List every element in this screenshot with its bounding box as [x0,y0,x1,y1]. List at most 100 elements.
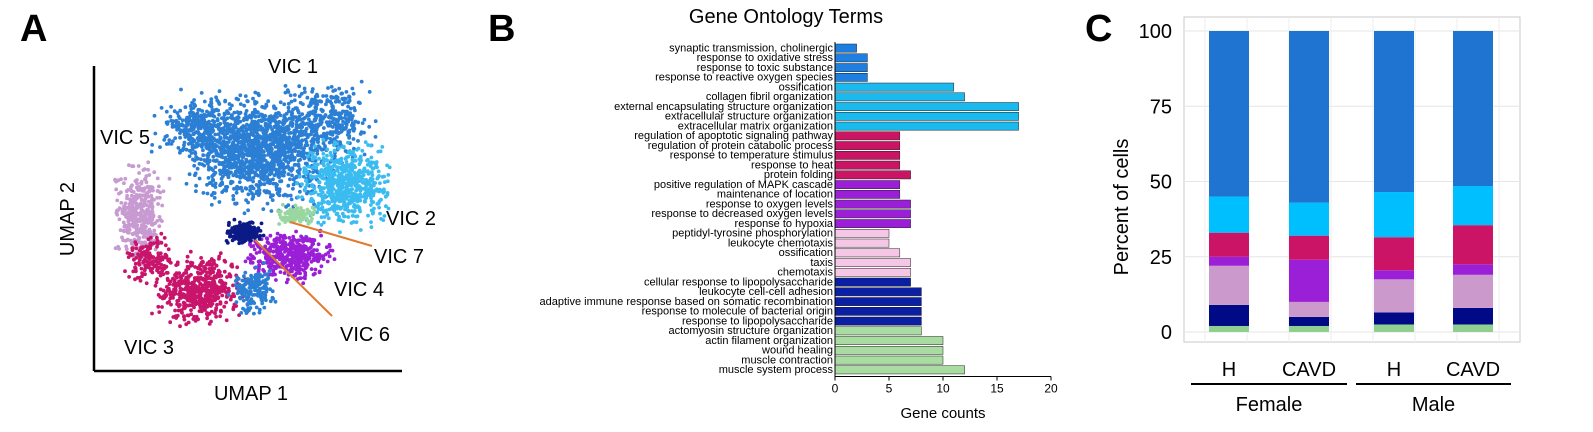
umap-point [201,276,206,281]
umap-point [167,138,172,143]
umap-point [207,133,212,137]
umap-point [216,268,221,273]
umap-point [317,180,322,185]
umap-point [134,220,139,224]
umap-point [314,132,319,136]
umap-point [195,117,200,122]
stacked-bar-segment [1453,225,1493,265]
umap-point [254,251,259,255]
umap-point [240,155,245,159]
umap-point [236,226,241,231]
umap-point [353,197,358,202]
umap-point [166,247,171,252]
umap-point [346,111,351,116]
umap-point [309,175,314,180]
y-tick-label: 100 [1139,21,1172,43]
umap-point [317,255,321,260]
umap-point [344,197,349,201]
umap-point [265,272,270,276]
umap-point [324,172,329,177]
umap-point [271,177,275,182]
umap-point [386,173,391,177]
umap-point [263,129,267,134]
umap-point [237,180,242,185]
go-bar [834,355,944,365]
umap-point [322,176,327,181]
umap-point [230,234,235,239]
umap-point [228,229,233,233]
umap-point [288,244,293,248]
umap-point [302,155,307,160]
umap-point [350,114,355,118]
umap-point [256,163,261,168]
umap-point [133,216,138,221]
umap-point [245,296,250,300]
umap-point [263,244,268,249]
go-bar [834,268,911,277]
umap-point [184,118,188,123]
umap-point [286,172,291,177]
umap-point [122,229,126,234]
umap-point [280,161,285,166]
umap-point [233,279,238,283]
go-category-label: regulation of apoptotic signaling pathwa… [634,130,833,142]
umap-point [332,143,336,148]
umap-point [257,307,262,312]
umap-point [286,183,291,188]
umap-point [203,158,207,163]
umap-point [185,259,190,264]
go-category-label: maintenance of location [717,189,833,201]
umap-point [131,223,136,228]
umap-point [315,151,320,156]
stacked-bar-segment [1209,232,1249,257]
group-label: Male [1412,394,1455,416]
umap-point [331,187,336,191]
umap-point [190,293,195,298]
umap-point [222,147,226,152]
umap-point [248,253,253,257]
umap-point [327,190,332,195]
umap-point [244,134,249,139]
go-bar [834,229,890,238]
umap-point [231,197,236,202]
stacked-y-label: Percent of cells [1111,139,1133,276]
umap-point [333,111,338,115]
umap-point [315,248,319,253]
umap-point [205,316,210,321]
stacked-bar-segment [1209,304,1249,326]
go-category-label: response to heat [751,159,833,171]
umap-point [275,115,279,119]
umap-point [305,95,310,100]
umap-point [326,86,330,90]
umap-point [209,319,213,324]
umap-point [289,120,293,125]
cluster-label-vic3: VIC 3 [124,337,174,359]
umap-point [127,212,132,217]
umap-point [209,202,214,207]
umap-point [327,164,331,168]
umap-point [300,121,304,126]
umap-point [345,177,350,182]
go-x-tick-label: 15 [990,382,1004,396]
umap-point [239,311,244,315]
umap-point [214,284,219,288]
umap-point [275,133,279,138]
go-category-label: response to lipopolysaccharide [682,315,833,327]
umap-point [332,163,337,167]
umap-point [355,187,359,192]
umap-point [127,205,132,210]
panel-label-a: A [20,8,48,50]
umap-point [274,136,279,140]
umap-point [268,266,273,270]
umap-point [137,193,141,198]
umap-point [179,276,184,280]
umap-point [259,298,264,302]
umap-point [259,112,263,117]
umap-point [277,157,282,162]
umap-point [208,289,213,294]
umap-point [271,161,276,166]
umap-point [251,176,256,180]
umap-point [193,317,198,322]
umap-point [291,217,296,222]
umap-point [298,189,302,194]
